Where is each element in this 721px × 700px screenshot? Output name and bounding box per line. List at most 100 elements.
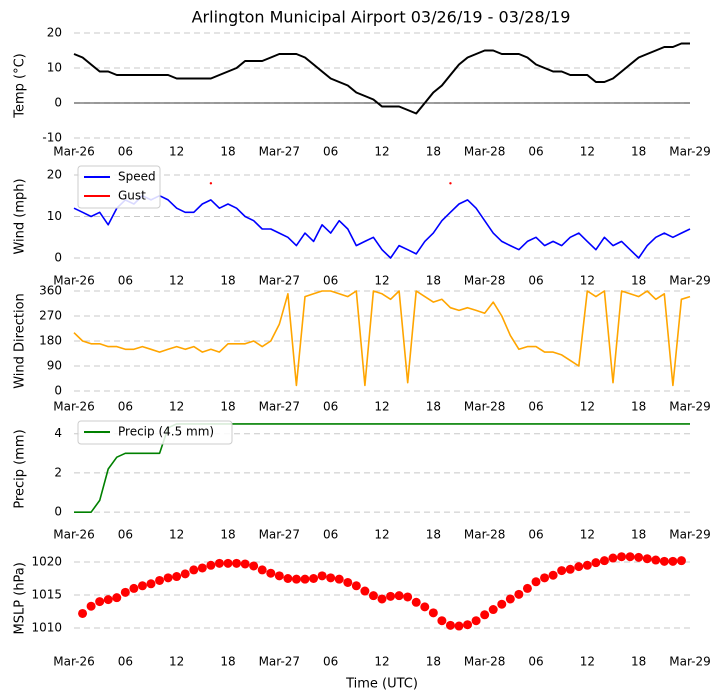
- data-point: [599, 556, 609, 566]
- x-tick-label: 06: [323, 274, 338, 288]
- y-tick-label: 1010: [31, 621, 62, 635]
- data-point: [137, 581, 147, 591]
- x-tick-label: Mar-28: [464, 655, 505, 669]
- x-tick-label: 06: [323, 400, 338, 414]
- data-point: [223, 558, 233, 568]
- x-tick-label: Mar-27: [259, 274, 300, 288]
- y-tick-label: 4: [54, 426, 62, 440]
- data-point: [565, 564, 575, 574]
- data-point: [326, 573, 336, 583]
- x-tick-label: 18: [426, 528, 441, 542]
- x-tick-label: Mar-28: [464, 145, 505, 159]
- x-tick-label: Mar-29: [669, 528, 710, 542]
- y-tick-label: 0: [54, 251, 62, 265]
- x-tick-label: Mar-29: [669, 655, 710, 669]
- data-point: [574, 562, 584, 572]
- x-tick-label: 18: [631, 274, 646, 288]
- y-tick-label: 1020: [31, 555, 62, 569]
- legend-label: Precip (4.5 mm): [118, 425, 214, 439]
- data-point: [78, 608, 88, 618]
- data-point: [189, 565, 199, 575]
- x-tick-label: 18: [220, 400, 235, 414]
- x-tick-label: 06: [118, 528, 133, 542]
- y-axis-label: Wind Direction: [13, 293, 28, 389]
- data-point: [488, 605, 498, 615]
- data-point: [386, 591, 396, 601]
- data-point: [112, 593, 122, 603]
- x-tick-label: 18: [426, 655, 441, 669]
- data-point: [480, 610, 490, 620]
- x-tick-label: Mar-26: [53, 274, 94, 288]
- data-point: [420, 602, 430, 612]
- y-tick-label: 0: [54, 96, 62, 110]
- y-axis-label: Precip (mm): [13, 429, 28, 508]
- x-tick-label: Mar-26: [53, 400, 94, 414]
- data-point: [497, 599, 507, 609]
- data-point: [351, 581, 361, 591]
- data-point: [283, 574, 293, 583]
- data-point: [676, 556, 686, 566]
- y-tick-label: -10: [42, 131, 62, 145]
- data-point: [240, 559, 250, 569]
- x-tick-label: 12: [169, 274, 184, 288]
- data-point: [180, 569, 190, 579]
- y-axis-label: MSLP (hPa): [13, 562, 28, 634]
- x-tick-label: Mar-27: [259, 145, 300, 159]
- data-point: [471, 616, 481, 626]
- data-point: [86, 601, 96, 611]
- x-tick-label: 12: [580, 655, 595, 669]
- y-tick-label: 1015: [31, 588, 62, 602]
- legend-label: Speed: [118, 170, 156, 184]
- legend-label: Gust: [118, 189, 146, 203]
- data-point: [659, 556, 669, 566]
- data-point: [197, 563, 207, 573]
- data-point: [163, 573, 173, 583]
- x-tick-label: 12: [169, 528, 184, 542]
- data-point: [291, 574, 301, 584]
- x-tick-label: 18: [631, 145, 646, 159]
- data-point: [403, 592, 413, 602]
- data-point: [617, 552, 627, 562]
- x-tick-label: 12: [374, 528, 389, 542]
- data-point: [317, 571, 327, 581]
- x-tick-label: 06: [323, 528, 338, 542]
- x-tick-label: 12: [374, 655, 389, 669]
- x-tick-label: 12: [580, 400, 595, 414]
- x-tick-label: 18: [220, 145, 235, 159]
- data-point: [172, 572, 182, 582]
- x-tick-label: 18: [631, 400, 646, 414]
- x-tick-label: 06: [118, 274, 133, 288]
- y-tick-label: 180: [39, 334, 62, 348]
- data-point: [454, 621, 464, 631]
- x-tick-label: 18: [426, 400, 441, 414]
- data-point: [155, 575, 165, 585]
- data-point: [274, 571, 284, 581]
- data-point: [514, 589, 524, 599]
- data-point: [668, 556, 678, 566]
- x-tick-label: 12: [169, 400, 184, 414]
- x-tick-label: 12: [580, 274, 595, 288]
- x-tick-label: Mar-26: [53, 655, 94, 669]
- data-point: [557, 566, 567, 576]
- data-line: [73, 194, 691, 259]
- data-line: [73, 290, 691, 387]
- data-point: [591, 558, 601, 568]
- data-point: [394, 591, 404, 601]
- data-point: [232, 558, 242, 568]
- data-point: [608, 553, 618, 563]
- data-point: [257, 565, 267, 575]
- data-point: [548, 570, 558, 580]
- data-point: [411, 597, 421, 607]
- data-point: [360, 586, 370, 596]
- x-tick-label: 06: [528, 528, 543, 542]
- data-point: [463, 620, 473, 630]
- y-tick-label: 10: [47, 61, 62, 75]
- x-tick-label: 06: [528, 655, 543, 669]
- data-point: [103, 595, 113, 605]
- data-point: [300, 574, 310, 584]
- x-tick-label: Mar-28: [464, 400, 505, 414]
- data-point: [343, 577, 353, 587]
- data-point: [437, 616, 447, 626]
- x-tick-label: 06: [118, 145, 133, 159]
